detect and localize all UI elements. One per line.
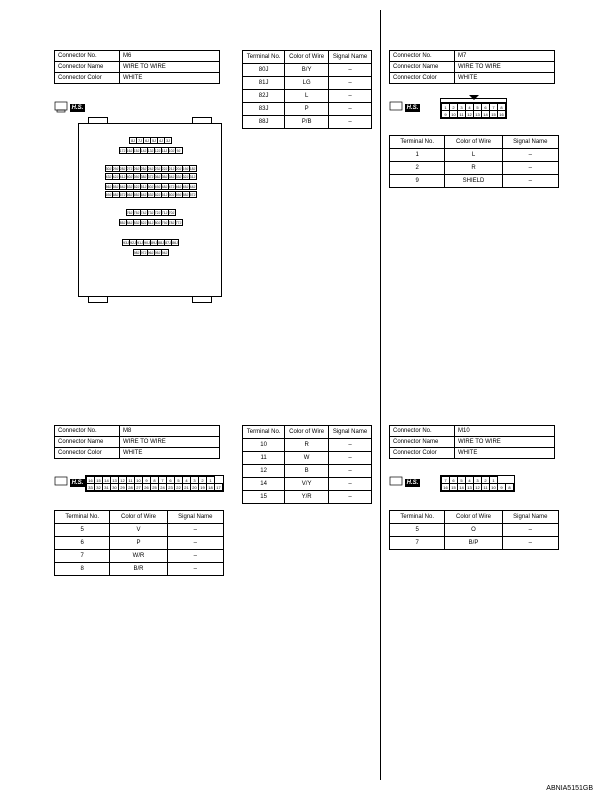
- m8-info-block: Connector No.M8 Connector NameWIRE TO WI…: [54, 425, 220, 459]
- pins-table: Terminal No.Color of WireSignal Name 80J…: [242, 50, 372, 129]
- connector-icon: [389, 475, 403, 489]
- table-row: 14V/Y–: [243, 478, 372, 491]
- table-row: 1L–: [390, 149, 559, 162]
- connector-icon: [54, 100, 68, 114]
- table-row: 11W–: [243, 452, 372, 465]
- m6-connector-diagram: 8J7J6J5J4J3J17J16J15J14J13J12J11J10J9J30…: [70, 115, 230, 305]
- page: Connector No.M6 Connector NameWIRE TO WI…: [0, 0, 601, 798]
- m7-hs: H.S.: [389, 100, 420, 114]
- table-row: 83JP–: [243, 103, 372, 116]
- m6-info-block: Connector No.M6 Connector NameWIRE TO WI…: [54, 50, 220, 84]
- table-row: 82JL–: [243, 90, 372, 103]
- m10-pins: Terminal No.Color of WireSignal Name 5O–…: [389, 510, 559, 550]
- table-row: 7W/R–: [55, 550, 224, 563]
- m10-hs: H.S.: [389, 475, 420, 489]
- center-divider: [380, 10, 381, 780]
- m8-hs: H.S.: [54, 475, 85, 489]
- table-row: 2R–: [390, 162, 559, 175]
- table-row: 6P–: [55, 537, 224, 550]
- table-row: 7B/P–: [390, 537, 559, 550]
- table-row: 5V–: [55, 524, 224, 537]
- m6-hs: H.S.: [54, 100, 85, 114]
- m6-pins-a: Terminal No.Color of WireSignal Name 80J…: [242, 50, 372, 129]
- label: Connector No.: [55, 51, 120, 62]
- m7-pins: Terminal No.Color of WireSignal Name 1L–…: [389, 135, 559, 188]
- val: M6: [120, 51, 220, 62]
- document-id: ABNIA5151GB: [546, 785, 593, 792]
- m8-pins-b: Terminal No.Color of WireSignal Name 10R…: [242, 425, 372, 504]
- connector-icon: [389, 100, 403, 114]
- m10-connector-diagram: 76543211615141312111098: [440, 475, 515, 492]
- table-row: 80JB/Y–: [243, 64, 372, 77]
- table-row: 12B–: [243, 465, 372, 478]
- m7-connector-diagram: 12345678910111213141516: [440, 98, 507, 119]
- table-row: 81JLG–: [243, 77, 372, 90]
- m8-connector-diagram: 1615141312111098765432133323130292827262…: [85, 475, 224, 492]
- m7-info-block: Connector No.M7 Connector NameWIRE TO WI…: [389, 50, 555, 84]
- table-row: 10R–: [243, 439, 372, 452]
- m10-info-block: Connector No.M10 Connector NameWIRE TO W…: [389, 425, 555, 459]
- table-row: 5O–: [390, 524, 559, 537]
- connector-icon: [54, 475, 68, 489]
- hs-badge: H.S.: [70, 104, 86, 112]
- table-row: 9SHIELD–: [390, 175, 559, 188]
- table-row: 15Y/R–: [243, 491, 372, 504]
- m8-pins: Terminal No.Color of WireSignal Name 5V–…: [54, 510, 224, 576]
- table-row: 88JP/B–: [243, 116, 372, 129]
- table-row: 8B/R–: [55, 563, 224, 576]
- m6-info-table: Connector No.M6 Connector NameWIRE TO WI…: [54, 50, 220, 84]
